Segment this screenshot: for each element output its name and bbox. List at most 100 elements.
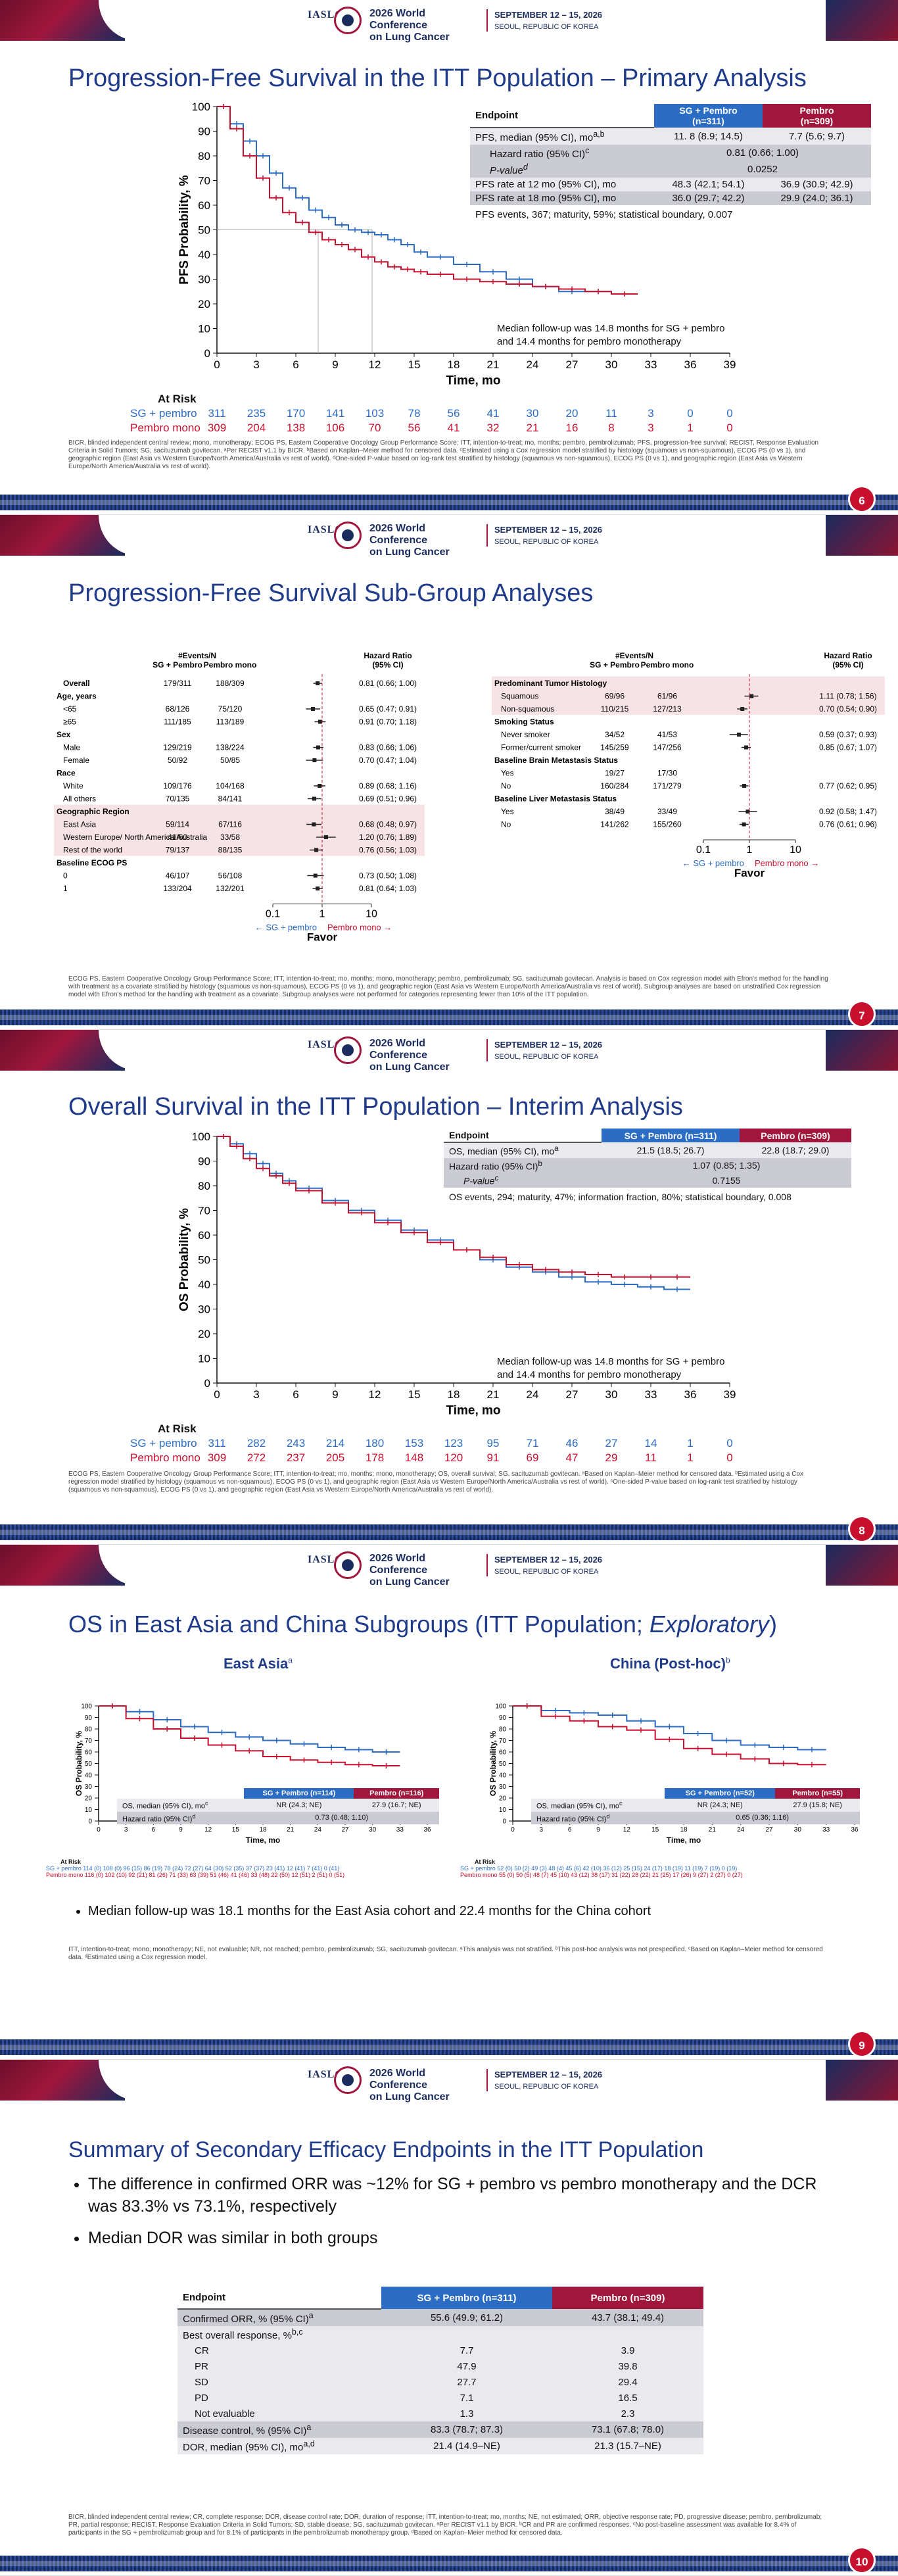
hazard-ratio-value: 1.11 (0.78; 1.56) — [819, 692, 876, 701]
header-divider — [486, 524, 488, 547]
row-label-text: P-value — [490, 165, 523, 176]
at-risk-pem-count: 16 — [565, 422, 579, 434]
row-combined-value: 0.65 (0.36; 1.16) — [736, 1814, 789, 1822]
page-number: 9 — [848, 2030, 876, 2058]
table-blank-cell — [531, 1788, 665, 1799]
dates-text: SEPTEMBER 12 – 15, 2026 — [494, 1040, 603, 1050]
subgroup-highlight — [54, 817, 425, 831]
bullet-item: The difference in confirmed ORR was ~12%… — [88, 2173, 824, 2218]
table-row: CR 7.7 3.9 — [177, 2343, 703, 2358]
row-label-text: SD — [195, 2376, 208, 2388]
table-row: Hazard ratio (95% CI)c 0.81 (0.66; 1.00) — [470, 145, 871, 161]
x-tick-label: 3 — [124, 1826, 128, 1834]
events-pembro: 17/30 — [657, 769, 677, 778]
conference-name: 2026 World Conference on Lung Cancer — [369, 8, 478, 43]
row-sup: c — [585, 146, 590, 155]
panel-title-text: East Asia — [224, 1655, 289, 1672]
pem-header-line2: (n=309) — [800, 116, 834, 126]
at-risk-sg-row: SG + pembro 114 (0) 108 (0) 96 (15) 86 (… — [46, 1865, 340, 1872]
row-pem-value: 29.9 (24.0; 36.1) — [780, 193, 853, 204]
y-tick-label: 70 — [198, 174, 210, 187]
events-pembro: 33/58 — [220, 833, 240, 842]
x-tick-label: 33 — [822, 1826, 830, 1834]
header-divider — [486, 9, 488, 32]
x-tick-label: 0 — [214, 358, 220, 371]
at-risk-sg-count: 141 — [325, 407, 345, 420]
row-label: CR — [177, 2343, 381, 2358]
y-tick-label: 80 — [198, 1180, 210, 1192]
x-tick-label: 15 — [651, 1826, 659, 1834]
slide-pfs-subgroups: IASLC 2026 World Conference on Lung Cance… — [0, 515, 898, 1030]
at-risk-pem-count: 3 — [648, 422, 654, 434]
hr-point — [742, 822, 746, 827]
y-tick-label: 20 — [85, 1795, 93, 1803]
y-tick-label: 10 — [198, 1352, 210, 1365]
x-tick-label: 12 — [204, 1826, 212, 1834]
row-sg-value: 47.9 — [457, 2360, 477, 2372]
forest-tick-label: 10 — [366, 909, 377, 920]
hr-point — [314, 848, 319, 852]
at-risk-sg-count: 3 — [648, 407, 654, 420]
panel-title-east-asia: East Asiaa — [224, 1655, 293, 1672]
subgroup-highlight — [492, 702, 885, 715]
hr-point — [744, 745, 749, 750]
table-row: OS, median (95% CI), moa 21.5 (18.5; 26.… — [444, 1142, 851, 1158]
location-text: SEOUL, REPUBLIC OF KOREA — [494, 1053, 599, 1061]
subgroup-label: Never smoker — [501, 730, 550, 739]
at-risk-sg-count: 71 — [526, 1437, 539, 1449]
at-risk-sg-count: 56 — [447, 407, 460, 420]
footer-band — [0, 2556, 898, 2571]
table-row: SD 27.7 29.4 — [177, 2374, 703, 2390]
china-table: SG + Pembro (n=52) Pembro (n=55) OS, medi… — [531, 1788, 860, 1825]
row-combined-value: 1.07 (0.85; 1.35) — [692, 1159, 761, 1171]
y-tick-label: 0 — [502, 1818, 506, 1826]
bullet-item: Median follow-up was 18.1 months for the… — [88, 1900, 651, 1922]
x-tick-label: 18 — [259, 1826, 267, 1834]
row-label: DOR, median (95% CI), moa,d — [177, 2438, 381, 2454]
at-risk-table: At Risk SG + pembro Pembro mono 311 309 28… — [0, 1422, 898, 1469]
at-risk-pem-count: 0 — [726, 422, 733, 434]
y-tick-label: 50 — [499, 1761, 507, 1768]
east-asia-table: SG + Pembro (n=114) Pembro (n=116) OS, me… — [117, 1788, 439, 1825]
x-tick-label: 36 — [423, 1826, 431, 1834]
y-tick-label: 70 — [198, 1204, 210, 1217]
conference-name: 2026 World Conference on Lung Cancer — [369, 1038, 478, 1073]
at-risk-sg-count: 214 — [325, 1437, 345, 1449]
favor-pembro-label: Pembro mono → — [755, 858, 819, 868]
panel-title-text: China (Post-hoc) — [610, 1655, 726, 1672]
conference-dates: SEPTEMBER 12 – 15, 2026 SEOUL, REPUBLIC O… — [494, 1039, 602, 1063]
y-tick-label: 0 — [204, 347, 210, 360]
row-label: SD — [177, 2374, 381, 2390]
row-sup: a — [554, 1144, 559, 1153]
x-tick-label: 15 — [408, 1388, 421, 1401]
table-row: P-valuec 0.7155 — [444, 1173, 851, 1188]
at-risk-sg-count: 78 — [408, 407, 421, 420]
at-risk-pem-row: Pembro mono 116 (0) 102 (10) 92 (21) 81 … — [46, 1872, 345, 1878]
row-label-text: Confirmed ORR, % (95% CI) — [183, 2314, 309, 2325]
x-tick-label: 18 — [680, 1826, 688, 1834]
forest-tick-label: 0.1 — [266, 909, 280, 920]
row-label-text: Hazard ratio (95% CI) — [490, 149, 586, 160]
at-risk-sg-count: 11 — [605, 407, 617, 420]
x-tick-label: 6 — [293, 1388, 298, 1401]
subgroup-highlight — [54, 804, 425, 817]
hr-point — [316, 887, 320, 890]
hr-point — [316, 745, 320, 750]
events-pembro: 75/120 — [218, 704, 243, 714]
hazard-ratio-value: 1.20 (0.76; 1.89) — [359, 833, 417, 842]
events-pembro: 84/141 — [218, 794, 243, 804]
y-tick-label: 60 — [198, 199, 210, 212]
row-sup: a,b — [593, 130, 605, 139]
row-sup: d — [606, 1812, 610, 1820]
y-tick-label: 100 — [495, 1703, 506, 1711]
col-header-ci: (95% CI) — [372, 660, 403, 669]
y-tick-label: 10 — [499, 1807, 507, 1814]
slide-footer — [0, 1520, 898, 1544]
hazard-ratio-value: 0.92 (0.58; 1.47) — [819, 807, 877, 816]
row-label-text: OS, median (95% CI), mo — [536, 1802, 619, 1810]
subgroup-highlight — [492, 689, 885, 702]
at-risk-pem-label: Pembro mono — [130, 1451, 201, 1464]
events-pembro: 41/53 — [657, 730, 677, 739]
x-tick-label: 24 — [737, 1826, 745, 1834]
